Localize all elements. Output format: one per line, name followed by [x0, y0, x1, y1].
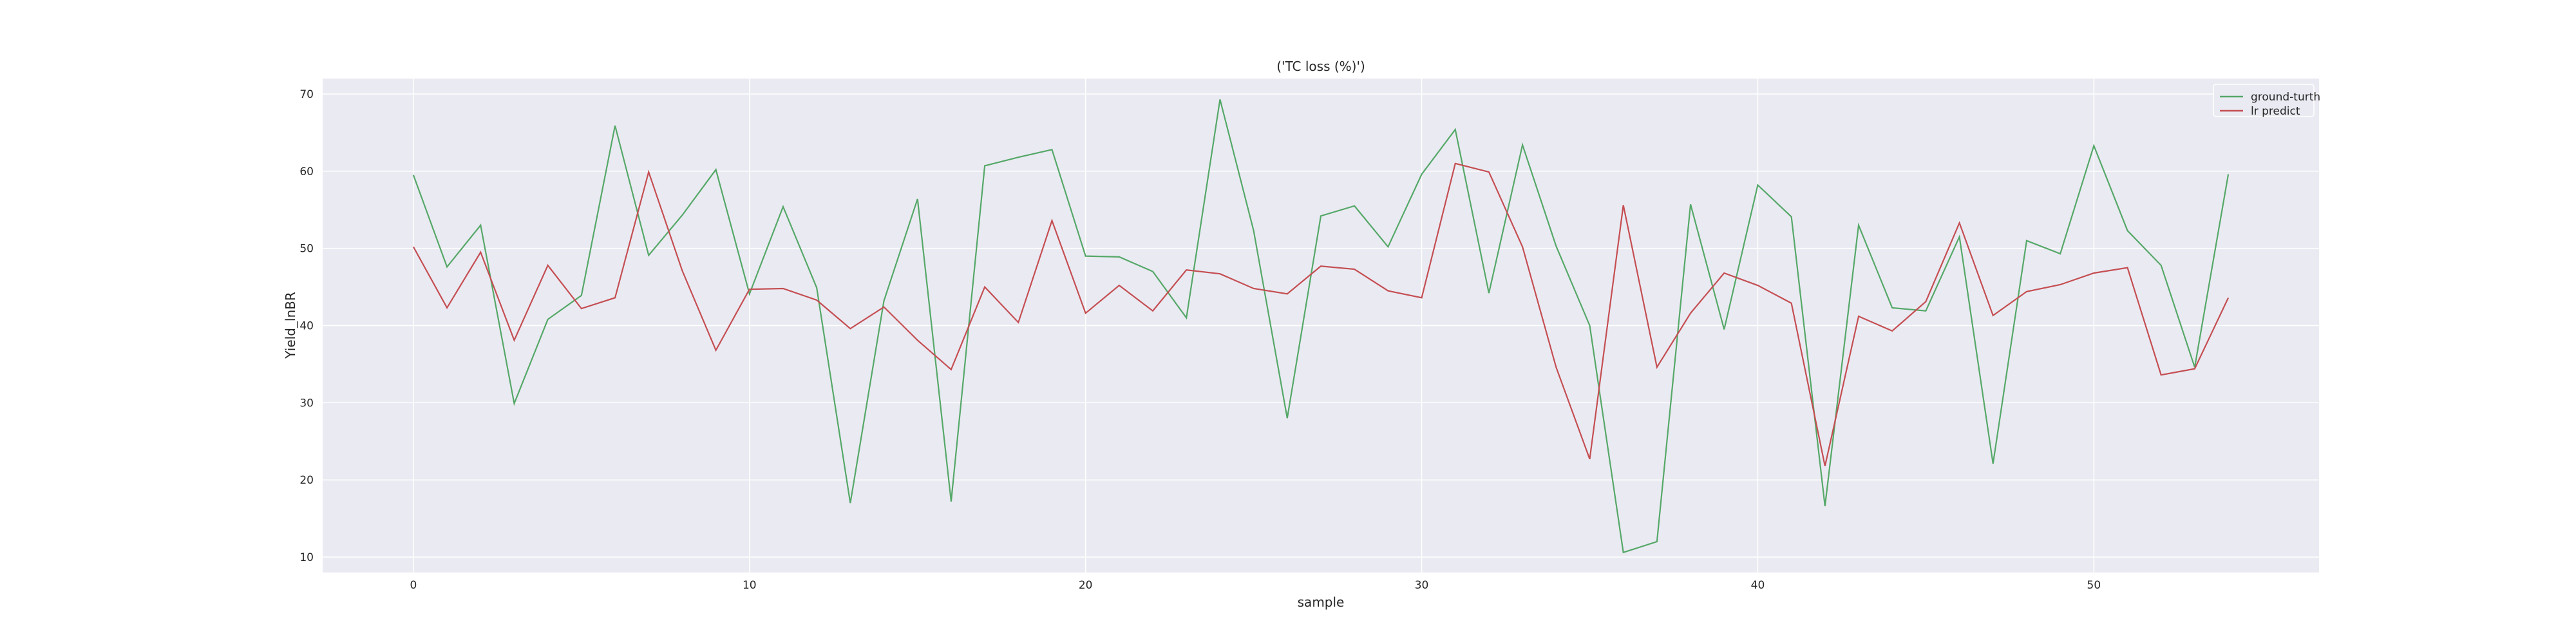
- series-line-lr-predict: [412, 162, 2230, 466]
- x-tick-label: 30: [1415, 579, 1429, 592]
- y-tick-label: 70: [299, 88, 314, 101]
- x-axis-label: sample: [1298, 594, 1345, 610]
- y-tick-label: 30: [299, 397, 314, 410]
- x-tick-labels: 0 10 20 30 40 50: [410, 579, 2101, 592]
- x-tick-label: 10: [743, 579, 757, 592]
- y-tick-labels: 10 20 30 40 50 60 70: [299, 88, 314, 564]
- y-tick-label: 20: [299, 474, 314, 487]
- series-line-ground-turth: [412, 99, 2230, 554]
- y-tick-label: 60: [299, 166, 314, 178]
- y-tick-label: 50: [299, 243, 314, 256]
- legend-box: [2213, 84, 2315, 117]
- x-tick-label: 40: [1751, 579, 1765, 592]
- x-tick-label: 0: [410, 579, 417, 592]
- legend-label-ground-turth: ground-turth: [2251, 91, 2320, 104]
- series-lines: [412, 99, 2230, 554]
- y-tick-label: 10: [299, 551, 314, 564]
- y-tick-label: 40: [299, 320, 314, 333]
- x-tick-label: 20: [1079, 579, 1093, 592]
- legend-label-lr-predict: lr predict: [2251, 105, 2300, 118]
- x-tick-label: 50: [2087, 579, 2101, 592]
- y-axis-label: Yield_lnBR: [283, 292, 298, 359]
- chart-title: ('TC loss (%)'): [1276, 59, 1365, 74]
